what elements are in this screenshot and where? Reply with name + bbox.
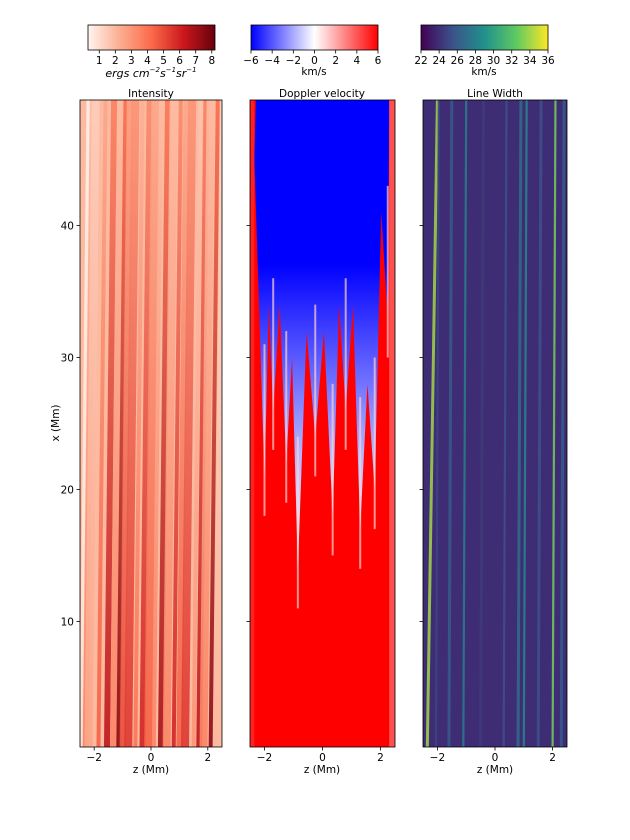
x-tick-label: 2 — [549, 752, 556, 764]
colorbar-tick-label: 6 — [375, 55, 382, 67]
linewidth-streaks — [425, 100, 566, 747]
y-tick-label: 20 — [61, 485, 74, 497]
intensity-streak — [199, 100, 215, 747]
intensity-streak — [181, 100, 197, 747]
panel-title-linewidth: Line Width — [467, 88, 523, 100]
intensity-streak — [84, 100, 100, 747]
intensity-streak — [162, 100, 178, 747]
intensity-streak — [103, 100, 118, 747]
linewidth-streak — [434, 100, 440, 747]
colorbar-tick-label: 24 — [432, 55, 446, 67]
colorbar-tick-label: 2 — [332, 55, 339, 67]
intensity-streak — [157, 100, 172, 747]
colorbar-intensity-label: ergs cm−2s−1sr−1 — [105, 66, 196, 80]
x-tick-label: 2 — [377, 752, 384, 764]
colorbar-doppler-label: km/s — [301, 66, 326, 78]
doppler-blueshift-region — [250, 100, 390, 569]
colorbar-tick-label: 4 — [144, 55, 151, 67]
intensity-streak — [208, 100, 220, 747]
y-tick-label: 30 — [61, 352, 74, 364]
colorbar-tick-label: −2 — [286, 55, 301, 67]
intensity-streak — [151, 100, 163, 747]
doppler-right-edge — [389, 100, 395, 747]
colorbar-tick-label: 2 — [112, 55, 119, 67]
x-axis-label-linewidth: z (Mm) — [477, 764, 513, 776]
colorbar-linewidth: 22 24 26 28 30 32 34 36 km/s — [414, 24, 555, 78]
linewidth-streak — [551, 100, 557, 747]
x-tick-label: −2 — [430, 752, 445, 764]
colorbar-linewidth-bar — [420, 24, 549, 51]
panel-title-doppler: Doppler velocity — [279, 88, 365, 100]
intensity-streaks — [80, 100, 222, 747]
colorbar-tick-label: 7 — [192, 55, 199, 67]
intensity-streak — [139, 100, 153, 747]
linewidth-streak — [522, 100, 528, 747]
colorbar-tick-label: 1 — [96, 55, 103, 67]
colorbar-tick-label: 0 — [311, 55, 318, 67]
intensity-streak — [96, 100, 108, 747]
linewidth-background — [423, 100, 567, 747]
colorbar-doppler: −6 −4 −2 0 2 4 6 km/s — [243, 24, 382, 78]
linewidth-streak — [536, 100, 543, 747]
x-tick-label: 0 — [492, 752, 499, 764]
colorbar-tick-label: 26 — [451, 55, 465, 67]
linewidth-heatmap — [423, 100, 567, 747]
doppler-heatmap — [250, 100, 395, 747]
y-axis-label: x (Mm) — [50, 404, 62, 441]
y-tick-label: 40 — [61, 220, 74, 232]
colorbar-tick-label: 32 — [505, 55, 518, 67]
colorbar-tick-label: 8 — [208, 55, 215, 67]
intensity-streak — [191, 100, 203, 747]
intensity-streak — [133, 100, 145, 747]
x-tick-label: −2 — [86, 752, 101, 764]
linewidth-streak — [479, 100, 485, 747]
colorbar-linewidth-ticks: 22 24 26 28 30 32 34 36 — [414, 50, 555, 67]
y-tick-label: 10 — [61, 617, 74, 629]
linewidth-streak — [502, 100, 508, 747]
colorbar-linewidth-label: km/s — [471, 66, 496, 78]
linewidth-streak — [559, 100, 566, 747]
x-tick-label: 0 — [319, 752, 326, 764]
colorbar-tick-label: 22 — [414, 55, 427, 67]
colorbar-tick-label: −4 — [264, 55, 280, 67]
x-axis-label-intensity: z (Mm) — [133, 764, 169, 776]
intensity-streak — [213, 100, 222, 747]
intensity-streak — [171, 100, 183, 747]
colorbar-tick-label: 30 — [487, 55, 500, 67]
axes: −2 0 2 −2 0 2 −2 0 2 10 20 30 40 — [61, 220, 556, 764]
intensity-heatmap — [80, 100, 222, 747]
linewidth-streak — [425, 100, 439, 747]
intensity-streak — [119, 100, 133, 747]
intensity-streak — [176, 100, 190, 747]
panel-title-intensity: Intensity — [128, 88, 174, 100]
linewidth-streak — [516, 100, 523, 747]
colorbar-tick-label: 4 — [353, 55, 360, 67]
intensity-streak — [124, 100, 140, 747]
colorbar-tick-label: 6 — [176, 55, 183, 67]
colorbar-doppler-ticks: −6 −4 −2 0 2 4 6 — [243, 50, 382, 67]
linewidth-streak — [447, 100, 454, 747]
intensity-streak — [116, 100, 128, 747]
doppler-fingers — [250, 100, 395, 747]
x-tick-label: −2 — [257, 752, 272, 764]
colorbar-tick-label: 3 — [128, 55, 135, 67]
x-tick-label: 2 — [204, 752, 211, 764]
intensity-streak — [110, 100, 126, 747]
x-tick-label: 0 — [148, 752, 155, 764]
linewidth-streak — [462, 100, 468, 747]
x-axis-label-doppler: z (Mm) — [304, 764, 340, 776]
colorbar-tick-label: 5 — [160, 55, 167, 67]
colorbar-intensity-bar — [87, 24, 216, 51]
colorbar-tick-label: −6 — [243, 55, 259, 67]
intensity-streak — [80, 100, 91, 747]
colorbar-tick-label: 34 — [523, 55, 537, 67]
colorbar-doppler-bar — [250, 24, 379, 51]
colorbar-tick-label: 28 — [469, 55, 482, 67]
doppler-left-edge — [250, 100, 255, 747]
intensity-streak — [144, 100, 160, 747]
colorbar-tick-label: 36 — [541, 55, 555, 67]
